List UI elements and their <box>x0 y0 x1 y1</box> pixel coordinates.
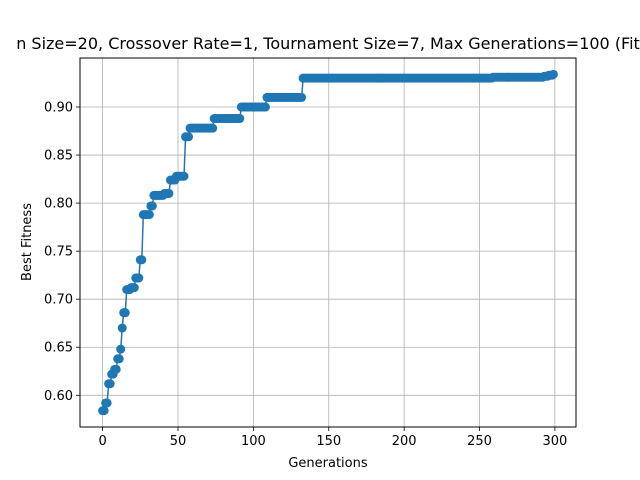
data-point <box>120 308 130 318</box>
data-point <box>129 283 139 293</box>
data-point <box>184 132 194 142</box>
grid <box>80 58 576 427</box>
data-point <box>144 210 154 220</box>
x-tick-label: 0 <box>98 434 106 449</box>
series-markers <box>98 69 558 416</box>
data-point <box>235 114 245 124</box>
y-axis-ticks: 0.60 0.65 0.70 0.75 0.80 0.85 0.90 <box>44 101 80 404</box>
y-tick-label: 0.80 <box>44 197 73 212</box>
series-best-fitness <box>98 69 558 416</box>
data-point <box>548 69 558 79</box>
data-point <box>116 344 126 354</box>
x-axis-label: Generations <box>288 456 368 471</box>
data-point <box>137 255 147 265</box>
y-tick-label: 0.65 <box>44 341 73 356</box>
data-point <box>179 171 189 181</box>
y-axis-label: Best Fitness <box>20 203 35 281</box>
x-tick-label: 250 <box>467 434 492 449</box>
y-tick-label: 0.85 <box>44 149 73 164</box>
plot-frame <box>79 57 577 428</box>
data-point <box>114 354 124 364</box>
data-point <box>147 201 157 211</box>
y-tick-label: 0.70 <box>44 293 73 308</box>
data-point <box>111 364 121 374</box>
x-axis-ticks: 0 50 100 150 200 250 300 <box>98 427 567 449</box>
y-tick-label: 0.90 <box>44 101 73 116</box>
data-point <box>297 92 307 102</box>
data-point <box>117 323 127 333</box>
x-tick-label: 200 <box>392 434 417 449</box>
data-point <box>134 273 144 283</box>
data-point <box>105 379 115 389</box>
x-tick-label: 300 <box>542 434 567 449</box>
y-tick-label: 0.60 <box>44 389 73 404</box>
y-tick-label: 0.75 <box>44 245 73 260</box>
x-tick-label: 100 <box>241 434 266 449</box>
data-point <box>99 406 109 416</box>
x-tick-label: 150 <box>316 434 341 449</box>
data-point <box>208 123 218 133</box>
series-line <box>102 73 554 412</box>
data-point <box>102 398 112 408</box>
chart-title: n Size=20, Crossover Rate=1, Tournament … <box>16 34 640 53</box>
x-tick-label: 50 <box>170 434 187 449</box>
data-point <box>260 102 270 112</box>
data-point <box>164 188 174 198</box>
